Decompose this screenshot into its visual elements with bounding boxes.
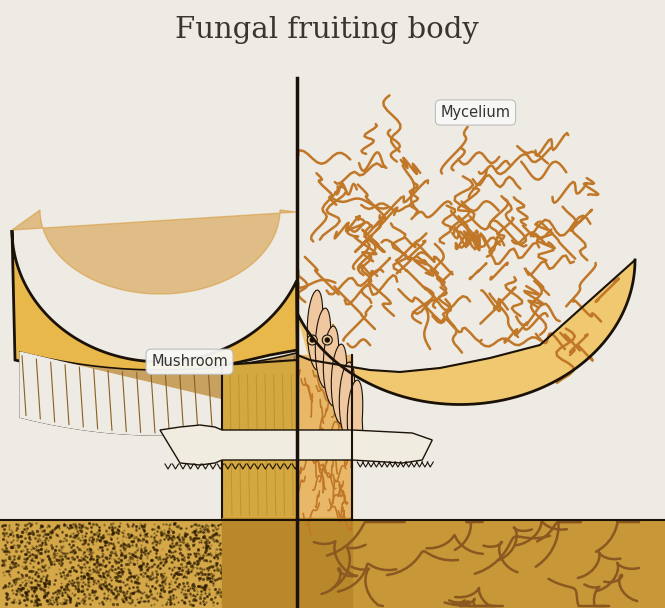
Polygon shape: [339, 362, 354, 442]
Polygon shape: [297, 260, 635, 404]
Polygon shape: [347, 380, 363, 460]
Polygon shape: [0, 520, 297, 608]
Polygon shape: [0, 55, 297, 608]
Polygon shape: [315, 308, 331, 388]
Polygon shape: [323, 326, 338, 406]
Polygon shape: [297, 520, 665, 608]
Polygon shape: [160, 425, 297, 465]
Polygon shape: [331, 344, 346, 424]
Polygon shape: [12, 230, 297, 375]
Polygon shape: [222, 518, 352, 608]
Text: Mushroom: Mushroom: [151, 354, 228, 369]
Circle shape: [311, 338, 315, 342]
Polygon shape: [307, 290, 323, 370]
Text: Fungal fruiting body: Fungal fruiting body: [176, 16, 479, 44]
Circle shape: [325, 338, 329, 342]
Polygon shape: [222, 360, 297, 520]
Circle shape: [323, 335, 332, 345]
Circle shape: [307, 335, 317, 345]
Polygon shape: [12, 210, 297, 294]
Polygon shape: [297, 430, 432, 463]
Polygon shape: [297, 355, 352, 520]
Polygon shape: [20, 352, 297, 435]
Text: Mycelium: Mycelium: [440, 105, 511, 120]
Polygon shape: [20, 352, 297, 435]
